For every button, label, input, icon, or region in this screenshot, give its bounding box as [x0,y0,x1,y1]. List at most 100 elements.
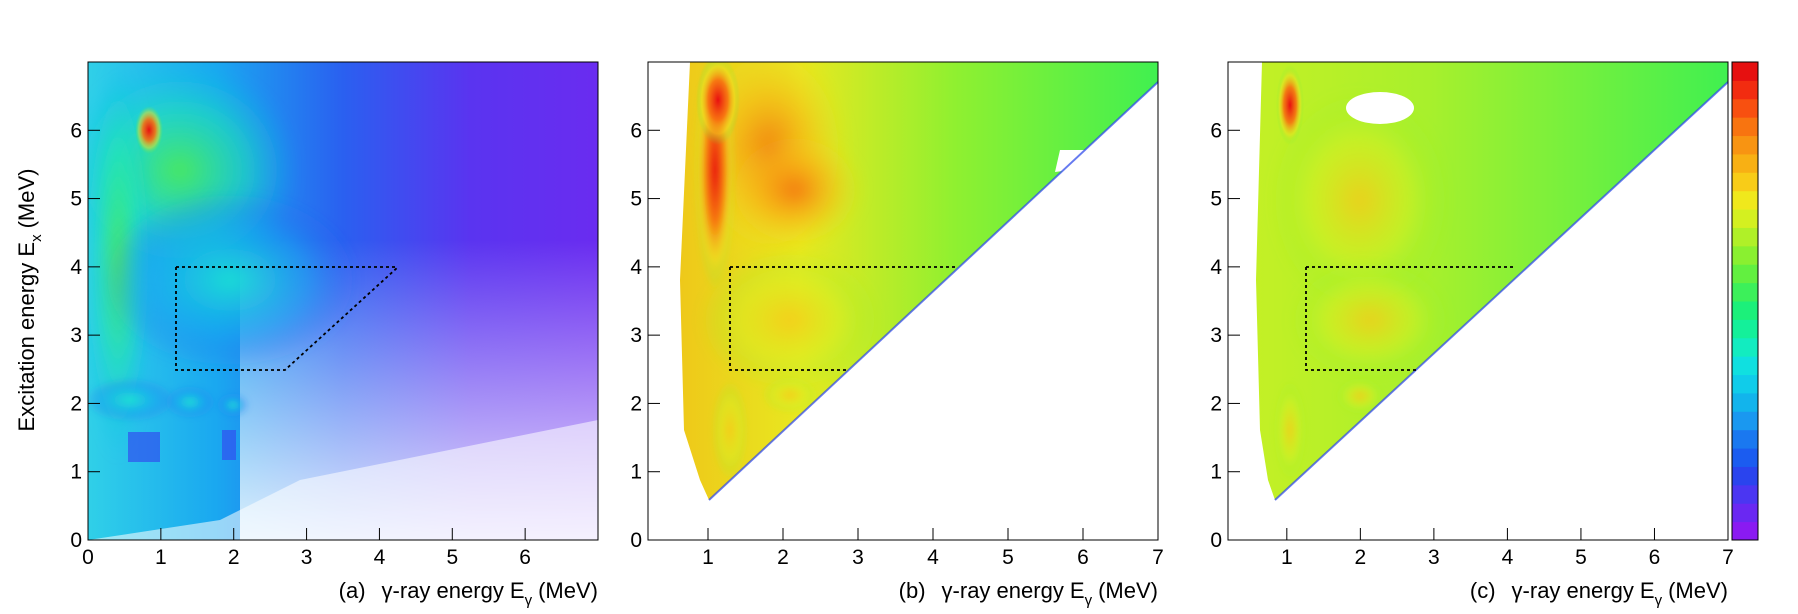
colorbar-swatches [1732,62,1758,541]
panel-b-y-tick-label: 6 [630,119,642,142]
panel-b-cut-box [729,266,958,371]
panel-a-x-tick-label: 3 [301,546,313,569]
colorbar-swatch [1732,411,1758,431]
panel-a-y-tick-label: 3 [70,324,82,347]
panel-c-xlabel-sub: γ [1655,592,1663,609]
panel-c-yellow-mid [1290,260,1450,380]
panel-b-x-tick-label: 3 [852,546,864,569]
panel-b-xlabel-unit: (MeV) [1098,578,1158,603]
panel-c: 0 1 2 3 4 5 6 1 2 3 4 5 6 7 (c) γ-ray energy Eγ (MeV) [1210,61,1734,609]
colorbar-swatch [1732,392,1758,412]
panel-c-x-tick-label: 5 [1575,546,1587,569]
colorbar-swatch [1732,245,1758,265]
panel-b-x-tick-label: 5 [1002,546,1014,569]
panel-c-y-tick-label: 6 [1210,119,1222,142]
panel-a-x-tick-label: 0 [82,546,94,569]
panel-c-diagonal-edge [1274,81,1729,501]
panel-c-left-blank [1228,62,1275,500]
panel-c-x-ticks: 1 2 3 4 5 6 7 [1281,528,1734,569]
colorbar-swatch [1732,356,1758,376]
panel-b: 0 1 2 3 4 5 6 1 2 3 4 5 6 7 (b) γ-ray energy Eγ (MeV) [630,61,1164,609]
colorbar-swatch [1732,503,1758,523]
panel-c-frame [1227,61,1729,541]
panel-a-x-ticks: 0 1 2 3 4 5 6 [82,528,531,569]
panel-b-yellow-stem [712,380,748,480]
colorbar-swatch [1732,448,1758,467]
panel-b-y-tick-label: 1 [630,461,642,484]
panel-a-y-tick-label: 4 [70,256,82,279]
panel-b-label: (b) [899,578,926,603]
panel-b-xlabel-sub: γ [1085,592,1093,609]
colorbar-swatch [1732,98,1758,118]
panel-c-y-tick-label: 3 [1210,324,1222,347]
colorbar-swatch [1732,484,1758,504]
panel-a-x-tick-label: 4 [374,546,386,569]
panel-b-yellow-mid [700,250,880,390]
colorbar-swatch [1732,466,1758,486]
panel-c-x-tick-label: 7 [1722,546,1734,569]
panel-b-yellow-low [762,377,818,413]
colorbar-swatch [1732,172,1758,192]
panel-b-orange-center [725,130,865,250]
panel-c-x-tick-label: 1 [1281,546,1293,569]
panel-c-y-tick-label: 5 [1210,188,1222,211]
panel-a-y-ticks: 0 1 2 3 4 5 6 [70,119,100,552]
panel-c-label: (c) [1470,578,1496,603]
panel-a-y-tick-label: 1 [70,461,82,484]
panel-c-yellow-low [1336,378,1384,414]
colorbar-swatch [1732,135,1758,155]
colorbar [1731,61,1759,541]
panel-a: 0 1 2 3 4 5 6 0 1 2 3 4 5 6 (a) γ-ray energy Eγ (MeV) [70,61,599,609]
panel-c-y-tick-label: 2 [1210,392,1222,415]
colorbar-swatch [1732,301,1758,320]
panel-a-red-peak [135,106,163,154]
panel-b-red-peak [696,62,740,145]
panel-c-orange-peak [1276,65,1304,145]
panel-b-heatmap [648,62,1158,500]
panel-b-diagonal-edge [708,81,1159,501]
panel-c-yellow-upper [1270,90,1450,310]
panel-c-heatmap [1228,62,1728,500]
panel-b-y-tick-label: 0 [630,529,642,552]
panel-b-x-tick-label: 4 [927,546,939,569]
colorbar-swatch [1732,337,1758,357]
colorbar-swatch [1732,209,1758,228]
panel-c-yellow-stem [1274,380,1306,480]
panel-a-x-tick-label: 5 [446,546,458,569]
panel-c-xlabel: (c) γ-ray energy Eγ (MeV) [1470,578,1728,609]
colorbar-frame [1731,61,1759,541]
panel-a-cyan-low-mid [165,386,215,418]
panel-a-y-tick-label: 6 [70,119,82,142]
panel-b-y-ticks: 0 1 2 3 4 5 6 [630,119,660,552]
panel-a-cyan-low-left [88,378,175,422]
panel-b-xlabel-text: γ-ray energy E [942,578,1085,603]
panel-b-x-tick-label: 2 [777,546,789,569]
figure-ylabel-unit: (MeV) [14,169,39,229]
panel-a-blue-block-2 [222,430,236,460]
colorbar-swatch [1732,80,1758,100]
panel-c-y-tick-label: 1 [1210,461,1222,484]
panel-a-xlabel-unit: (MeV) [538,578,598,603]
panel-a-lower-region [88,420,598,540]
panel-b-x-tick-label: 1 [702,546,714,569]
colorbar-swatch [1732,374,1758,394]
figure-ylabel: Excitation energy Ex (MeV) [14,169,45,432]
panel-c-x-tick-label: 6 [1649,546,1661,569]
panel-a-label: (a) [339,578,366,603]
colorbar-swatch [1732,190,1758,210]
panel-c-x-tick-label: 4 [1502,546,1514,569]
figure-ylabel-text: Excitation energy E [14,242,39,432]
panel-a-y-tick-label: 0 [70,529,82,552]
panel-c-y-tick-label: 4 [1210,256,1222,279]
panel-b-x-tick-label: 7 [1152,546,1164,569]
panel-b-y-tick-label: 3 [630,324,642,347]
panel-a-y-tick-label: 5 [70,188,82,211]
panel-c-cut-box [1305,266,1515,371]
panel-c-y-tick-label: 0 [1210,529,1222,552]
panel-a-cyan-mid [100,190,360,370]
colorbar-swatch [1732,429,1758,449]
panel-a-cyan-low-right [217,393,249,417]
colorbar-swatch [1732,319,1758,339]
panel-b-y-tick-label: 5 [630,188,642,211]
